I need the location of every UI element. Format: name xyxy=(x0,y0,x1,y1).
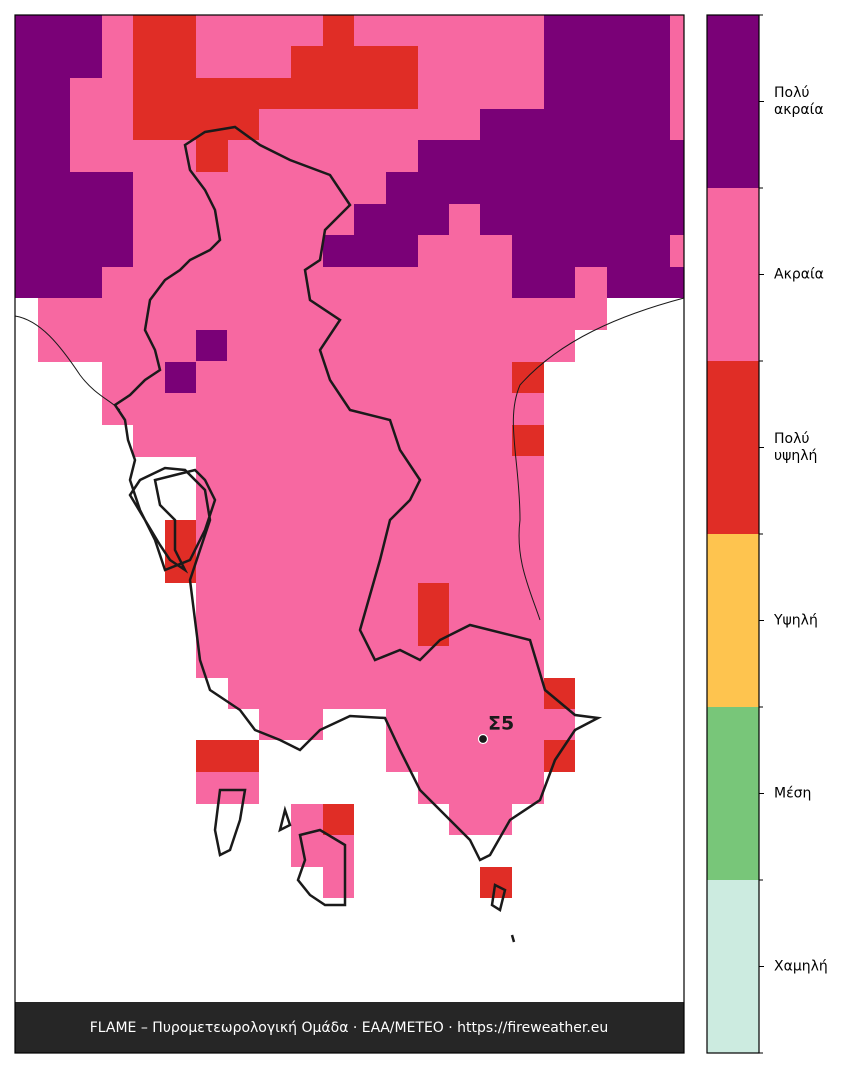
footer-text: FLAME – Πυρομετεωρολογική Ομάδα · ΕΑΑ/ME… xyxy=(90,1020,609,1036)
colorbar-label: Πολύ υψηλή xyxy=(774,430,818,464)
map-frame xyxy=(14,14,685,1054)
colorbar-segment xyxy=(707,707,759,880)
risk-very-high-area xyxy=(133,15,575,898)
island-line xyxy=(213,788,516,943)
colorbar-label: Υψηλή xyxy=(774,612,818,628)
coast-line xyxy=(14,297,685,621)
colorbar-segment xyxy=(707,534,759,707)
colorbar-label: Πολύ ακραία xyxy=(774,84,824,118)
border-line xyxy=(113,125,603,862)
colorbar-segment xyxy=(707,361,759,534)
risk-very-extreme-area xyxy=(15,15,684,393)
station-marker xyxy=(477,733,489,745)
colorbar-segment xyxy=(707,880,759,1053)
colorbar xyxy=(706,14,764,1054)
colorbar-label: Χαμηλή xyxy=(774,958,828,974)
colorbar-frame xyxy=(706,14,760,1054)
colorbar-label: Μέση xyxy=(774,785,812,801)
footer-bar xyxy=(15,1002,684,1053)
colorbar-segment xyxy=(707,188,759,361)
station-label: Σ5 xyxy=(488,713,514,735)
colorbar-segment xyxy=(707,15,759,188)
map: FLAME – Πυρομετεωρολογική Ομάδα · ΕΑΑ/ME… xyxy=(14,14,685,1054)
colorbar-label: Ακραία xyxy=(774,266,824,282)
